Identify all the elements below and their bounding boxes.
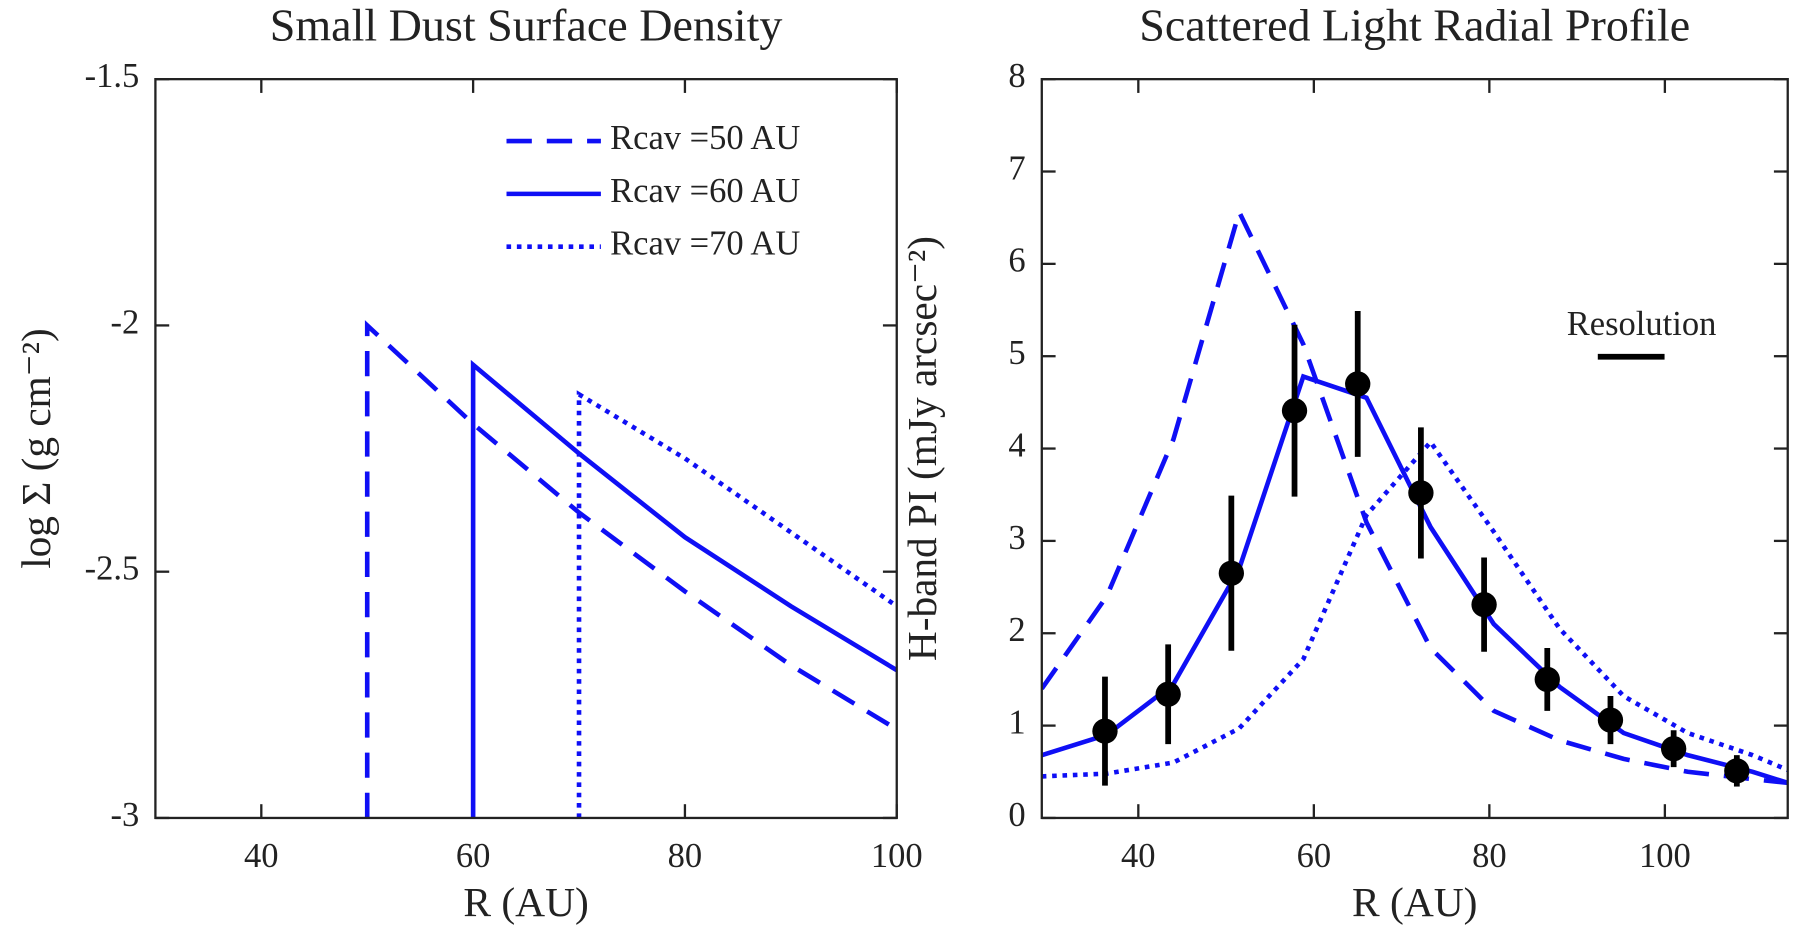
x-tick-label: 80 <box>668 837 703 875</box>
data-point <box>1092 718 1118 744</box>
data-point <box>1471 592 1497 618</box>
x-tick-label: 60 <box>456 837 491 875</box>
data-point <box>1345 371 1371 397</box>
x-axis-label: R (AU) <box>463 879 588 926</box>
data-point <box>1660 736 1687 762</box>
y-tick-label: 6 <box>1008 242 1025 280</box>
x-tick-label: 80 <box>1472 837 1507 875</box>
y-tick-label: 2 <box>1008 611 1025 649</box>
y-tick-label: 0 <box>1008 796 1025 834</box>
y-tick-label: 3 <box>1008 519 1025 557</box>
chart: Small Dust Surface Density R (AU) log Σ (g… <box>13 0 923 926</box>
x-tick-label: 60 <box>1297 837 1332 875</box>
x-tick-label: 100 <box>871 837 923 875</box>
plot-frame <box>154 78 898 820</box>
y-tick-label: -2 <box>111 303 140 341</box>
x-axis-label: R (AU) <box>1352 879 1477 926</box>
data-point <box>1724 758 1750 784</box>
y-tick-label: 1 <box>1008 704 1025 742</box>
legend-label: Rcav =60 AU <box>610 172 800 210</box>
data-point <box>1597 707 1624 733</box>
data-point <box>1534 666 1560 693</box>
series-line <box>470 359 897 818</box>
y-tick-label: 4 <box>1008 427 1025 465</box>
y-tick-label: 8 <box>1008 57 1025 95</box>
y-tick-label: -1.5 <box>85 57 140 95</box>
chart-title: Scattered Light Radial Profile <box>1139 0 1690 50</box>
data-point <box>1155 681 1181 707</box>
y-tick-label: 5 <box>1008 334 1025 372</box>
plot-frame <box>1040 78 1789 820</box>
y-tick-label: -2.5 <box>85 550 140 588</box>
legend-label: Rcav =70 AU <box>610 225 800 263</box>
x-tick-label: 40 <box>1121 837 1156 875</box>
series-line <box>1041 205 1788 786</box>
data-point <box>1218 560 1245 586</box>
series-line <box>576 390 897 818</box>
chart: Scattered Light Radial Profile R (AU) H-ba… <box>899 0 1789 926</box>
series-line <box>364 320 897 818</box>
chart-title: Small Dust Surface Density <box>270 0 783 50</box>
series-line <box>1041 373 1788 786</box>
y-axis-label: H-band PI (mJy arcsec⁻²) <box>899 236 946 661</box>
annotation: Resolution <box>1567 305 1717 343</box>
y-tick-label: 7 <box>1008 149 1025 187</box>
x-tick-label: 40 <box>244 837 279 875</box>
y-tick-label: -3 <box>111 796 140 834</box>
data-point <box>1408 480 1434 506</box>
x-tick-label: 100 <box>1639 837 1691 875</box>
y-axis-label: log Σ (g cm⁻²) <box>13 328 60 569</box>
data-point <box>1281 398 1308 424</box>
legend-label: Rcav =50 AU <box>610 119 800 157</box>
